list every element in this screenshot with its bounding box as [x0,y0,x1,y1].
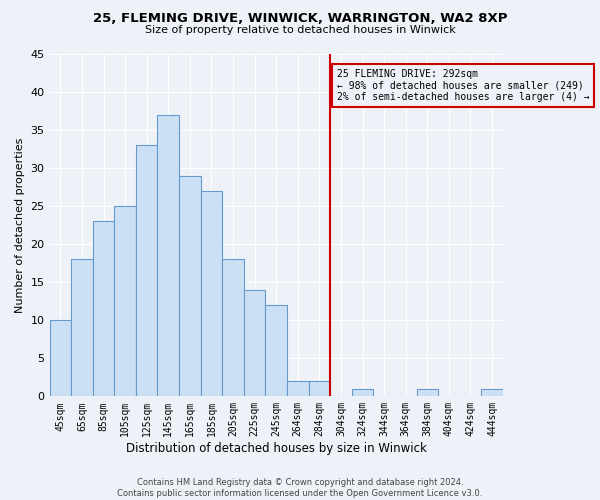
Bar [481,388,503,396]
Bar [157,115,179,396]
Text: 25 FLEMING DRIVE: 292sqm
← 98% of detached houses are smaller (249)
2% of semi-d: 25 FLEMING DRIVE: 292sqm ← 98% of detach… [337,69,589,102]
Bar [115,206,136,396]
Bar [200,191,222,396]
Text: Size of property relative to detached houses in Winwick: Size of property relative to detached ho… [145,25,455,35]
Text: Contains HM Land Registry data © Crown copyright and database right 2024.
Contai: Contains HM Land Registry data © Crown c… [118,478,482,498]
Bar [93,222,115,396]
Bar [287,381,308,396]
X-axis label: Distribution of detached houses by size in Winwick: Distribution of detached houses by size … [126,442,427,455]
Bar [352,388,373,396]
Bar [416,388,438,396]
Bar [71,260,93,396]
Bar [265,305,287,396]
Bar [244,290,265,397]
Bar [308,381,330,396]
Y-axis label: Number of detached properties: Number of detached properties [15,138,25,313]
Bar [50,320,71,396]
Text: 25, FLEMING DRIVE, WINWICK, WARRINGTON, WA2 8XP: 25, FLEMING DRIVE, WINWICK, WARRINGTON, … [93,12,507,26]
Bar [179,176,200,396]
Bar [136,146,157,396]
Bar [222,260,244,396]
